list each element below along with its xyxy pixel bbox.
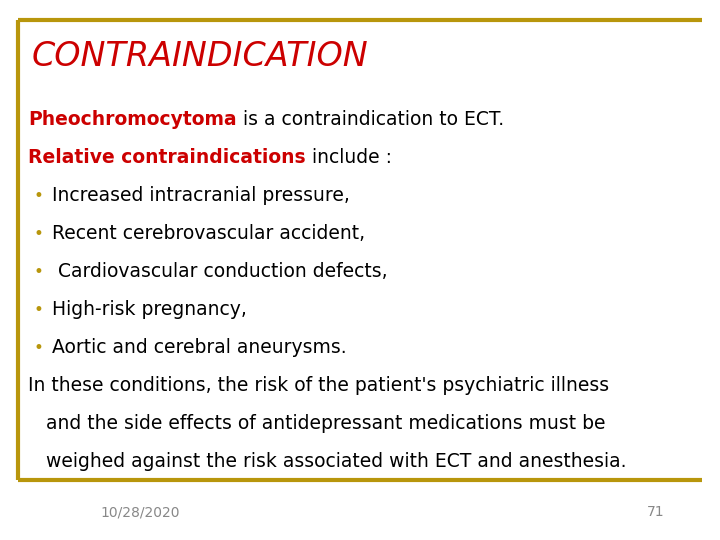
- Text: weighed against the risk associated with ECT and anesthesia.: weighed against the risk associated with…: [28, 452, 626, 471]
- Text: In these conditions, the risk of the patient's psychiatric illness: In these conditions, the risk of the pat…: [28, 376, 609, 395]
- Text: Pheochromocytoma: Pheochromocytoma: [28, 110, 237, 129]
- Text: •: •: [34, 225, 44, 243]
- Text: include :: include :: [305, 148, 392, 167]
- Text: Increased intracranial pressure,: Increased intracranial pressure,: [52, 186, 350, 205]
- Text: •: •: [34, 339, 44, 357]
- Text: CONTRAINDICATION: CONTRAINDICATION: [32, 40, 369, 73]
- Text: High-risk pregnancy,: High-risk pregnancy,: [52, 300, 247, 319]
- Text: 10/28/2020: 10/28/2020: [100, 505, 179, 519]
- Text: •: •: [34, 187, 44, 205]
- Text: Cardiovascular conduction defects,: Cardiovascular conduction defects,: [52, 262, 387, 281]
- Text: and the side effects of antidepressant medications must be: and the side effects of antidepressant m…: [28, 414, 606, 433]
- Text: •: •: [34, 263, 44, 281]
- Text: Recent cerebrovascular accident,: Recent cerebrovascular accident,: [52, 224, 365, 243]
- Text: is a contraindication to ECT.: is a contraindication to ECT.: [237, 110, 504, 129]
- Text: Relative contraindications: Relative contraindications: [28, 148, 305, 167]
- Text: 71: 71: [647, 505, 665, 519]
- Text: Aortic and cerebral aneurysms.: Aortic and cerebral aneurysms.: [52, 338, 346, 357]
- Text: •: •: [34, 301, 44, 319]
